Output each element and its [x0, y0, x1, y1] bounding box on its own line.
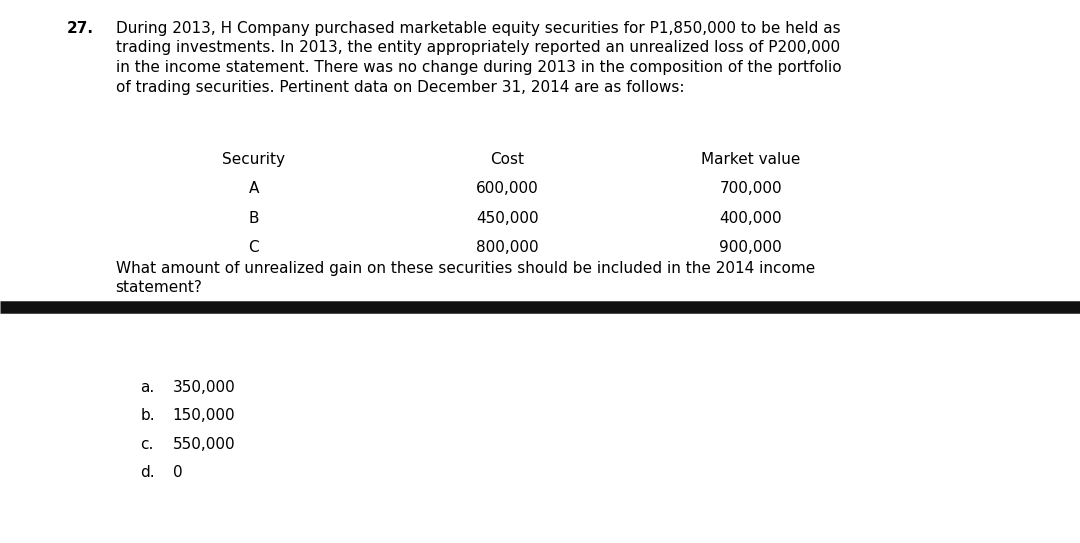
Text: Security: Security [222, 152, 285, 167]
Text: 0: 0 [173, 465, 183, 480]
Text: 400,000: 400,000 [719, 211, 782, 226]
Text: Cost: Cost [490, 152, 525, 167]
Text: 800,000: 800,000 [476, 240, 539, 255]
Text: 27.: 27. [67, 21, 94, 36]
Text: 600,000: 600,000 [476, 181, 539, 197]
Text: Market value: Market value [701, 152, 800, 167]
Text: 150,000: 150,000 [173, 408, 235, 424]
Text: 450,000: 450,000 [476, 211, 539, 226]
Text: c.: c. [140, 437, 153, 452]
Text: 900,000: 900,000 [719, 240, 782, 255]
Text: d.: d. [140, 465, 156, 480]
Text: During 2013, H Company purchased marketable equity securities for P1,850,000 to : During 2013, H Company purchased marketa… [116, 21, 841, 95]
Text: 700,000: 700,000 [719, 181, 782, 197]
Text: B: B [248, 211, 259, 226]
Text: b.: b. [140, 408, 156, 424]
Text: What amount of unrealized gain on these securities should be included in the 201: What amount of unrealized gain on these … [116, 261, 814, 295]
Text: a.: a. [140, 380, 154, 395]
Text: 350,000: 350,000 [173, 380, 235, 395]
Text: A: A [248, 181, 259, 197]
Text: C: C [248, 240, 259, 255]
Text: 550,000: 550,000 [173, 437, 235, 452]
